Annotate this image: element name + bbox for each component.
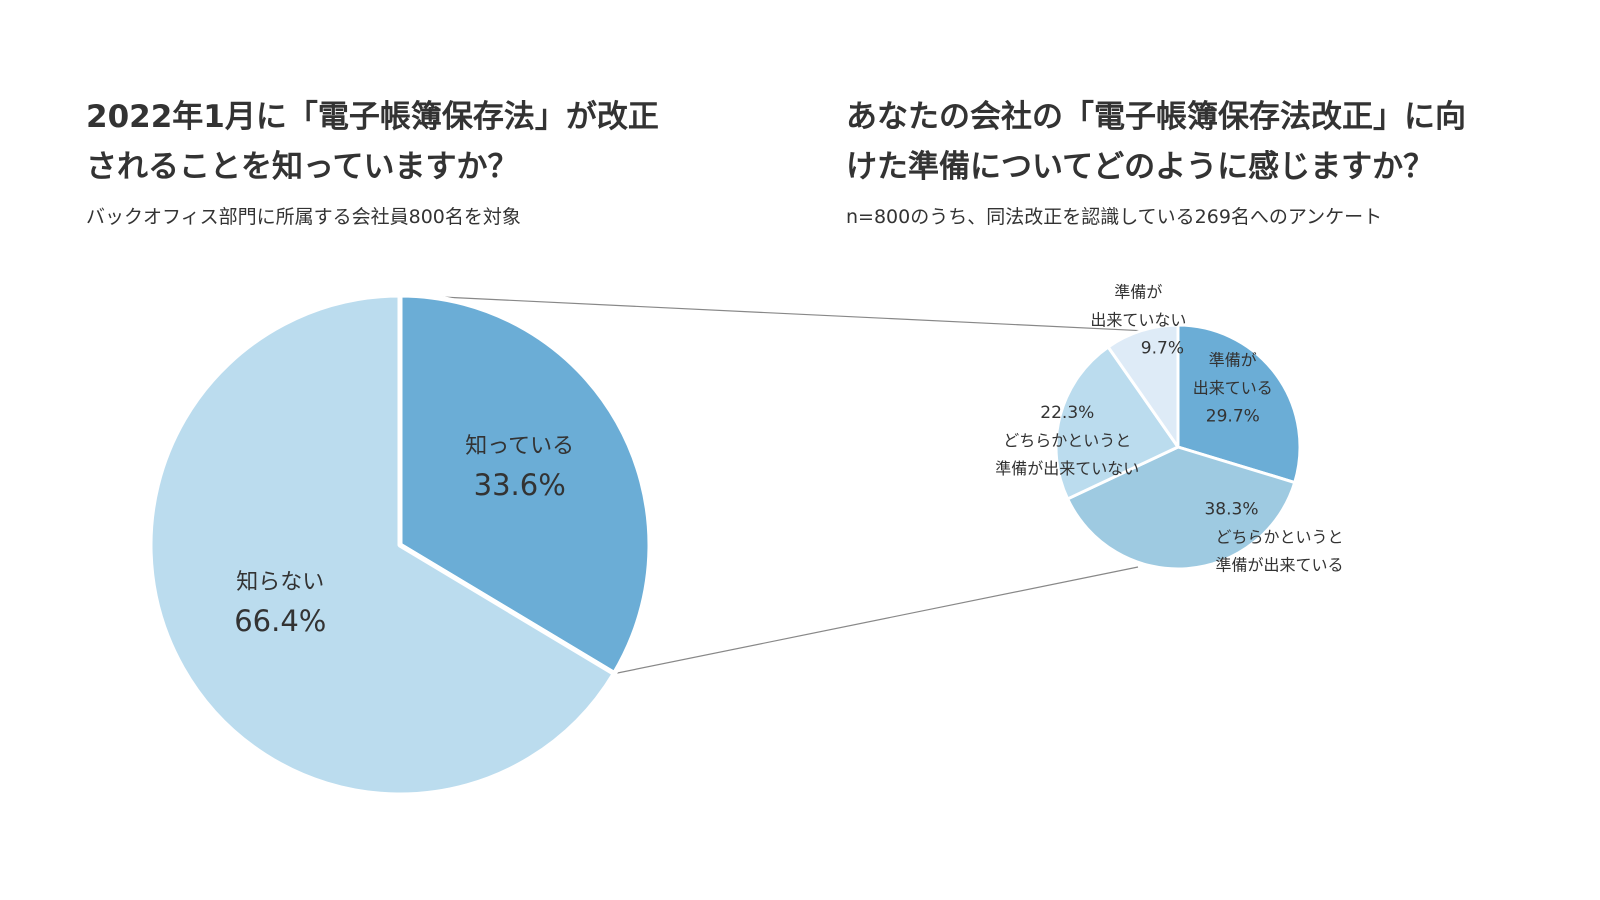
- connector-lines: [399, 294, 1149, 675]
- main-slice-value-unaware: 66.4%: [234, 604, 326, 638]
- sub-slice-label-somewhat-not-ready-2: 準備が出来ていない: [995, 459, 1139, 478]
- right-chart-title: あなたの会社の「電子帳簿保存法改正」に向 けた準備についてどのように感じますか？: [846, 92, 1466, 192]
- sub-slice-label-ready-1: 準備が: [1209, 350, 1257, 369]
- sub-slice-value-somewhat-not-ready: 22.3%: [1040, 403, 1094, 423]
- main-slice-label-unaware: 知らない: [236, 570, 324, 595]
- sub-pie-slice-somewhat-ready: [1066, 445, 1297, 571]
- right-title-line-1: あなたの会社の「電子帳簿保存法改正」に向: [846, 99, 1466, 135]
- sub-slice-label-somewhat-ready-1: どちらかというと: [1215, 527, 1343, 546]
- sub-pie-labels: 準備が出来ている29.7%38.3%どちらかというと準備が出来ている22.3%ど…: [995, 283, 1343, 575]
- main-pie-slice-aware: [397, 292, 653, 677]
- sub-pie-chart: [1054, 323, 1302, 571]
- sub-pie-slice-ready: [1176, 323, 1302, 485]
- right-title-line-2: けた準備についてどのように感じますか？: [846, 149, 1435, 185]
- sub-slice-label-somewhat-not-ready-1: どちらかというと: [1003, 431, 1131, 450]
- main-slice-label-aware: 知っている: [465, 434, 574, 459]
- sub-slice-label-not-ready-2: 出来ていない: [1090, 311, 1186, 330]
- sub-slice-value-somewhat-ready: 38.3%: [1204, 499, 1258, 519]
- sub-pie-slice-somewhat-not-ready: [1054, 345, 1180, 501]
- sub-slice-label-ready-2: 出来ている: [1193, 378, 1273, 397]
- connector-line-bottom: [614, 566, 1139, 675]
- main-slice-value-aware: 33.6%: [474, 468, 566, 502]
- left-chart-title: 2022年1月に「電子帳簿保存法」が改正 されることを知っていますか？: [86, 92, 659, 192]
- sub-slice-label-not-ready-1: 準備が: [1114, 283, 1162, 302]
- main-pie-labels: 知っている 33.6% 知らない 66.4%: [234, 434, 574, 638]
- sub-slice-value-not-ready: 9.7%: [1141, 339, 1184, 359]
- left-title-line-2: されることを知っていますか？: [86, 149, 519, 185]
- sub-slice-label-somewhat-ready-2: 準備が出来ている: [1215, 555, 1343, 574]
- left-title-line-1: 2022年1月に「電子帳簿保存法」が改正: [86, 99, 659, 135]
- connector-line-top: [399, 294, 1149, 332]
- main-pie-chart: [147, 292, 653, 798]
- right-chart-subtitle: n=800のうち、同法改正を認識している269名へのアンケート: [846, 206, 1383, 228]
- left-chart-subtitle: バックオフィス部門に所属する会社員800名を対象: [86, 206, 521, 228]
- sub-slice-value-ready: 29.7%: [1206, 406, 1260, 426]
- sub-pie-slice-not-ready: [1106, 323, 1180, 449]
- main-pie-slice-unaware: [147, 292, 617, 798]
